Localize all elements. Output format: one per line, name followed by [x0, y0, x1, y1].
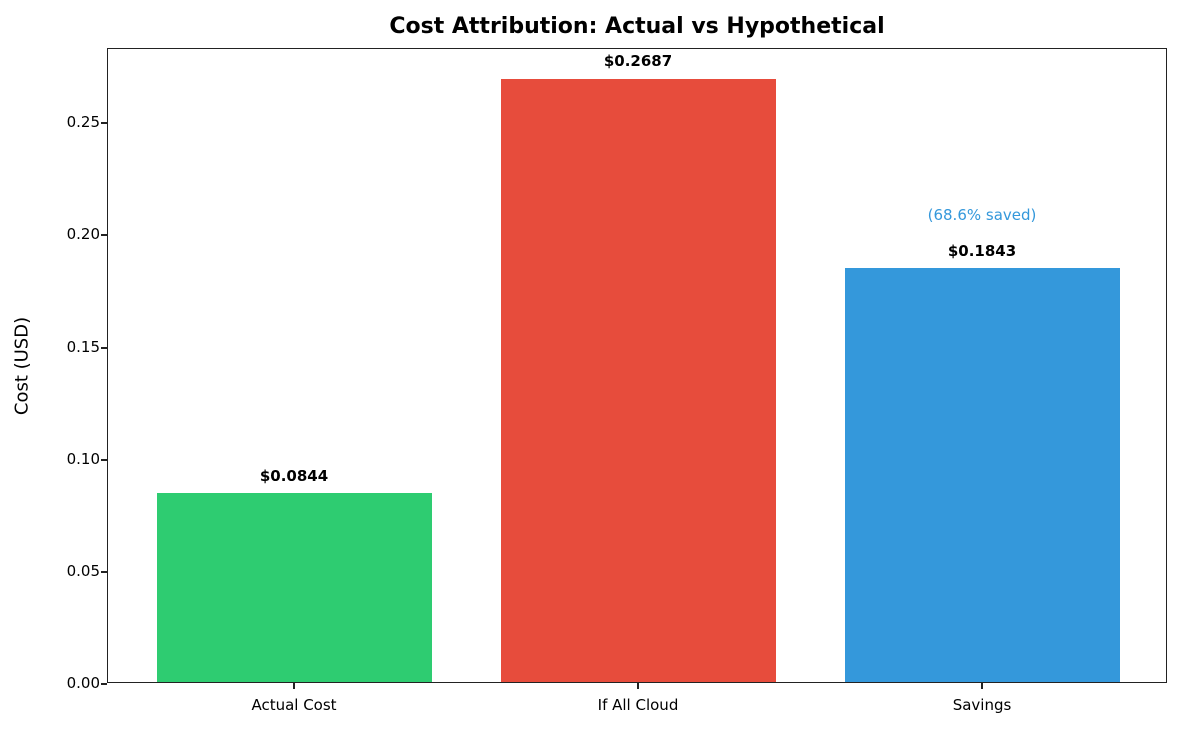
chart-title: Cost Attribution: Actual vs Hypothetical — [389, 14, 885, 39]
y-axis-label: Cost (USD) — [11, 316, 33, 416]
x-tick-label: Savings — [952, 696, 1012, 714]
y-tick-mark — [101, 347, 107, 349]
y-tick-label: 0.05 — [66, 562, 100, 580]
plot-area — [107, 48, 1167, 683]
value-label: $0.2687 — [603, 52, 673, 70]
value-label: $0.0844 — [259, 467, 329, 485]
bar-if-all-cloud — [501, 79, 776, 682]
x-tick-label: If All Cloud — [597, 696, 679, 714]
y-tick-label: 0.00 — [66, 674, 100, 692]
bar-savings — [845, 268, 1120, 682]
y-tick-mark — [101, 234, 107, 236]
x-tick-mark — [981, 683, 983, 689]
x-tick-mark — [637, 683, 639, 689]
y-tick-label: 0.10 — [66, 450, 100, 468]
y-tick-label: 0.20 — [66, 225, 100, 243]
y-tick-label: 0.15 — [66, 338, 100, 356]
savings-percent-annotation: (68.6% saved) — [927, 206, 1037, 224]
y-tick-label: 0.25 — [66, 113, 100, 131]
y-tick-mark — [101, 571, 107, 573]
x-tick-label: Actual Cost — [251, 696, 337, 714]
value-label: $0.1843 — [947, 242, 1017, 260]
y-tick-mark — [101, 683, 107, 685]
y-tick-mark — [101, 122, 107, 124]
x-tick-mark — [293, 683, 295, 689]
bar-actual-cost — [157, 493, 432, 682]
y-tick-mark — [101, 459, 107, 461]
